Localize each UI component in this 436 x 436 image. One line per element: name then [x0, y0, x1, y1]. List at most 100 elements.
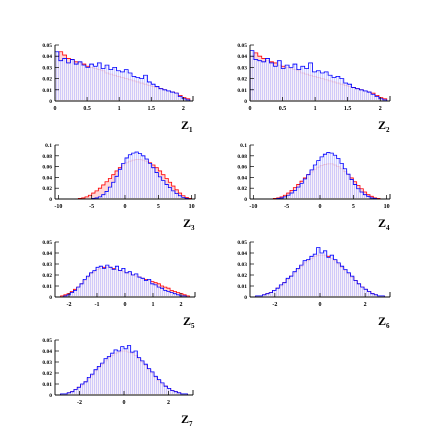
y-tick-label: 0.05 [42, 338, 52, 344]
x-tick-label: 1 [314, 106, 317, 112]
y-tick-label: 0.04 [237, 175, 247, 181]
x-axis-label-subscript: 7 [189, 420, 193, 428]
blue-histogram [60, 264, 190, 298]
x-axis-label-main: Z [183, 314, 191, 328]
y-tick-label: 0.03 [237, 262, 247, 268]
x-tick-label: 0 [319, 302, 322, 308]
y-tick-label: 0.01 [42, 284, 52, 290]
y-tick-label: 0 [49, 99, 52, 105]
x-tick-label: 10 [384, 204, 390, 210]
y-tick-label: 0.03 [237, 65, 247, 71]
x-axis-label-main: Z [181, 118, 189, 132]
x-axis-label-subscript: 6 [386, 322, 390, 330]
x-axis-label-subscript: 4 [386, 224, 390, 232]
x-tick-label: 2 [180, 302, 183, 308]
x-tick-label: 0 [123, 400, 126, 406]
y-tick-label: 0.01 [42, 382, 52, 388]
blue-histogram [253, 152, 387, 200]
y-tick-label: 0 [244, 295, 247, 301]
x-axis-label: Z7 [181, 412, 193, 428]
y-tick-label: 0.01 [237, 284, 247, 290]
y-tick-label: 0 [49, 197, 52, 203]
blue-histogram [58, 151, 192, 200]
y-tick-label: 0.04 [42, 54, 52, 60]
y-tick-label: 0 [244, 197, 247, 203]
x-axis-label-subscript: 3 [191, 224, 195, 232]
x-tick-label: -5 [284, 204, 289, 210]
x-axis-label-main: Z [378, 118, 386, 132]
x-tick-label: 2 [182, 106, 185, 112]
x-tick-label: 0.5 [279, 106, 287, 112]
y-tick-label: 0.06 [42, 165, 52, 171]
y-tick-label: 0.02 [42, 371, 52, 377]
x-tick-label: 0 [249, 106, 252, 112]
blue-histogram [249, 50, 388, 101]
y-tick-label: 0.06 [237, 165, 247, 171]
y-tick-label: 0.08 [237, 154, 247, 160]
y-tick-label: 0.02 [42, 273, 52, 279]
y-tick-label: 0.04 [237, 251, 247, 257]
y-tick-label: 0.03 [42, 65, 52, 71]
blue-histogram [57, 345, 191, 396]
x-tick-label: -2 [77, 400, 82, 406]
y-tick-label: 0.04 [237, 54, 247, 60]
y-tick-label: 0.1 [45, 143, 52, 149]
y-tick-label: 0 [49, 295, 52, 301]
y-tick-label: 0.03 [42, 262, 52, 268]
y-tick-label: 0.02 [237, 273, 247, 279]
histogram-panel-z2: 00.010.020.030.040.050 0.5 1 1.5 2Z2 [237, 43, 391, 134]
x-tick-label: 5 [157, 204, 160, 210]
x-tick-label: -2 [272, 302, 277, 308]
x-axis-label-main: Z [181, 412, 189, 426]
x-tick-label: -10 [249, 204, 257, 210]
x-axis-label-main: Z [378, 216, 386, 230]
x-tick-label: -5 [89, 204, 94, 210]
y-tick-label: 0.05 [42, 43, 52, 49]
x-tick-label: 2 [364, 302, 367, 308]
x-tick-label: 2 [379, 106, 382, 112]
y-tick-label: 0.08 [42, 154, 52, 160]
y-tick-label: 0.01 [42, 88, 52, 94]
y-tick-label: 0.02 [42, 77, 52, 83]
x-axis-label: Z4 [378, 216, 390, 232]
blue-histogram [252, 247, 388, 298]
x-axis-label-subscript: 5 [191, 322, 195, 330]
blue-histogram [54, 51, 191, 101]
y-tick-label: 0 [49, 393, 52, 399]
x-axis-label-subscript: 1 [189, 126, 193, 134]
x-axis-label: Z3 [183, 216, 195, 232]
x-axis-label: Z2 [378, 118, 390, 134]
x-tick-label: -10 [54, 204, 62, 210]
histogram-panel-z6: 0 0.01 0.02 0.03 0.04 0.05 -2 0 2 Z6 [237, 240, 391, 330]
y-tick-label: 0.02 [237, 77, 247, 83]
histogram-panel-z3: 0 0.02 0.04 0.06 0.08 0.1 -10 -5 0 5 10 Z3 [42, 143, 196, 232]
x-axis-label-main: Z [183, 216, 191, 230]
x-tick-label: 0.5 [83, 106, 91, 112]
y-tick-label: 0.04 [42, 175, 52, 181]
y-tick-label: 0.02 [237, 186, 247, 192]
histogram-panel-z7: 0 0.01 0.02 0.03 0.04 0.05 -2 0 2 Z7 [42, 338, 194, 428]
y-tick-label: 0.04 [42, 251, 52, 257]
x-tick-label: -2 [67, 302, 72, 308]
x-tick-label: 1.5 [344, 106, 352, 112]
x-tick-label: 0 [124, 302, 127, 308]
x-axis-label-subscript: 2 [386, 126, 390, 134]
histogram-panel-z5: 0 0.01 0.02 0.03 0.04 0.05 -2 -1 0 1 2Z5 [42, 240, 196, 330]
y-tick-label: 0.01 [237, 88, 247, 94]
x-tick-label: 1 [152, 302, 155, 308]
x-tick-label: 0 [319, 204, 322, 210]
x-tick-label: 0 [54, 106, 57, 112]
y-tick-label: 0.1 [240, 143, 247, 149]
x-tick-label: 0 [124, 204, 127, 210]
y-tick-label: 0 [244, 99, 247, 105]
x-axis-label: Z5 [183, 314, 195, 330]
x-tick-label: 1 [118, 106, 121, 112]
x-axis-label: Z1 [181, 118, 193, 134]
histogram-panel-z4: 0 0.02 0.04 0.06 0.08 0.1 -10 -5 0 5 10 Z4 [237, 143, 391, 232]
x-tick-label: -1 [95, 302, 100, 308]
histogram-panel-z1: 00.010.020.030.040.050 0.5 1 1.5 2Z1 [42, 43, 194, 134]
y-tick-label: 0.05 [237, 43, 247, 49]
y-tick-label: 0.02 [42, 186, 52, 192]
y-tick-label: 0.03 [42, 360, 52, 366]
